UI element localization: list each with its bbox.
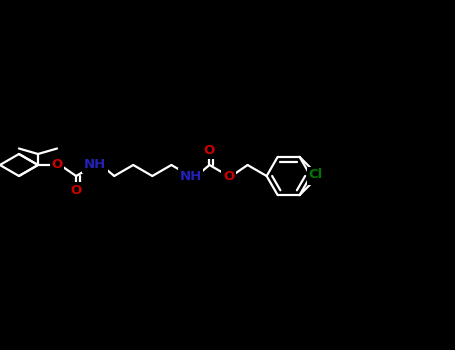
Text: O: O [51, 159, 63, 172]
Text: NH: NH [84, 159, 106, 172]
Text: Cl: Cl [308, 170, 323, 183]
Text: O: O [204, 144, 215, 157]
Text: Cl: Cl [308, 168, 323, 181]
Text: O: O [223, 169, 234, 182]
Text: O: O [71, 184, 82, 197]
Text: NH: NH [179, 169, 202, 182]
